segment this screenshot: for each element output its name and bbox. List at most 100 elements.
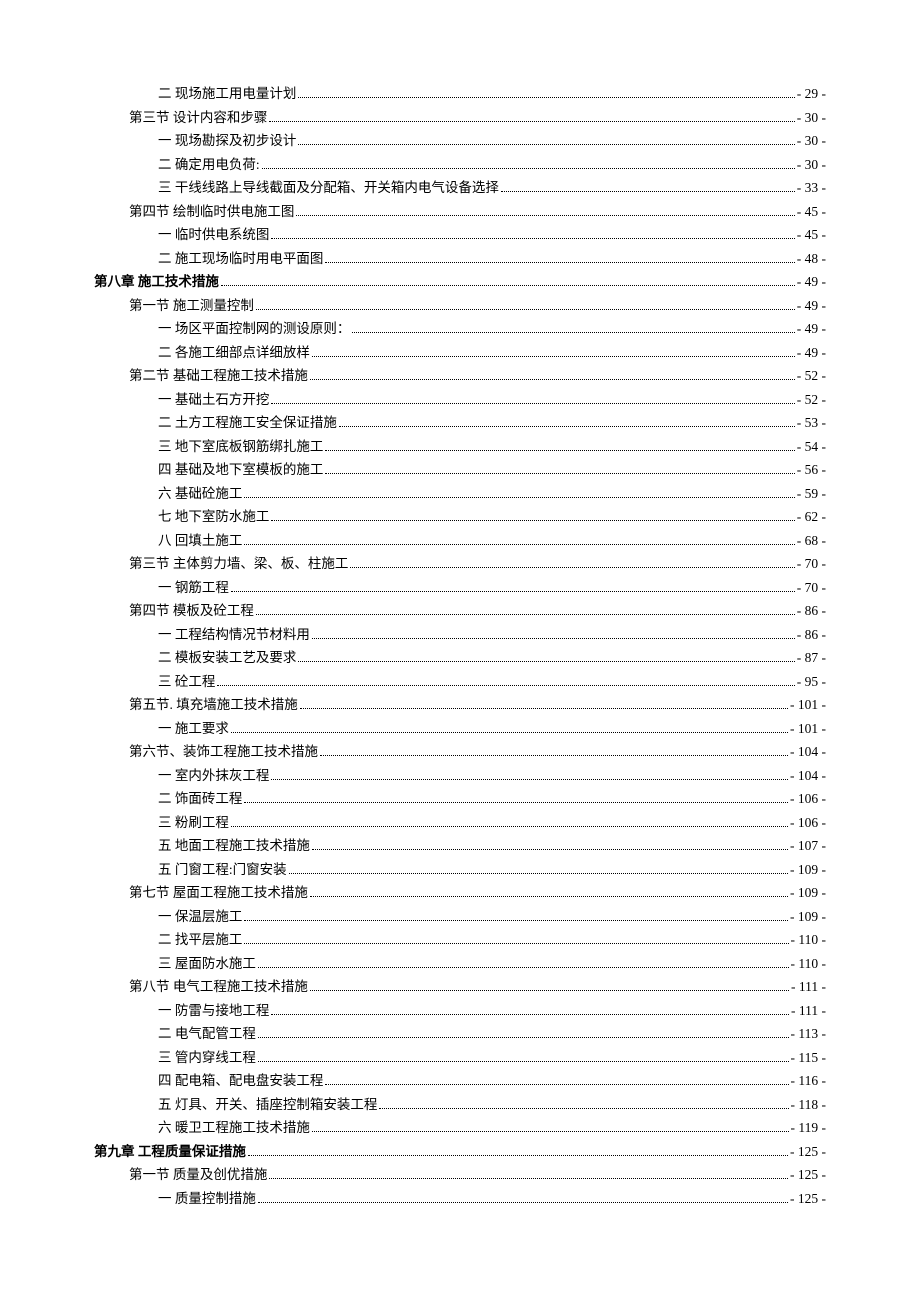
- toc-entry-label: 第一节 质量及创优措施: [129, 1163, 267, 1187]
- toc-leader-dots: [256, 614, 795, 615]
- toc-leader-dots: [379, 1108, 788, 1109]
- toc-entry: 一 钢筋工程- 70 -: [94, 576, 826, 600]
- toc-entry-page: - 49 -: [797, 294, 826, 318]
- toc-leader-dots: [325, 473, 794, 474]
- toc-entry-label: 三 干线线路上导线截面及分配箱、开关箱内电气设备选择: [158, 176, 499, 200]
- toc-entry-page: - 70 -: [797, 552, 826, 576]
- toc-entry-label: 三 管内穿线工程: [158, 1046, 256, 1070]
- toc-entry-page: - 54 -: [797, 435, 826, 459]
- toc-entry-page: - 109 -: [790, 858, 826, 882]
- toc-leader-dots: [310, 896, 788, 897]
- toc-entry-page: - 33 -: [797, 176, 826, 200]
- toc-leader-dots: [298, 97, 794, 98]
- toc-leader-dots: [325, 262, 794, 263]
- toc-entry-label: 第六节、装饰工程施工技术措施: [129, 740, 318, 764]
- toc-entry: 第三节 设计内容和步骤- 30 -: [94, 106, 826, 130]
- toc-entry-page: - 111 -: [791, 975, 826, 999]
- toc-entry-label: 一 防雷与接地工程: [158, 999, 269, 1023]
- toc-entry-label: 第四节 绘制临时供电施工图: [129, 200, 294, 224]
- toc-entry-page: - 70 -: [797, 576, 826, 600]
- toc-leader-dots: [258, 1037, 789, 1038]
- toc-entry: 第八节 电气工程施工技术措施- 111 -: [94, 975, 826, 999]
- toc-entry-page: - 109 -: [790, 905, 826, 929]
- toc-entry-label: 第四节 模板及砼工程: [129, 599, 254, 623]
- toc-entry-label: 一 场区平面控制网的测设原则：: [158, 317, 350, 341]
- toc-entry: 第六节、装饰工程施工技术措施- 104 -: [94, 740, 826, 764]
- toc-leader-dots: [244, 943, 788, 944]
- toc-entry: 三 屋面防水施工- 110 -: [94, 952, 826, 976]
- toc-entry-label: 二 各施工细部点详细放样: [158, 341, 310, 365]
- toc-entry: 第一节 施工测量控制 - 49 -: [94, 294, 826, 318]
- toc-entry-page: - 116 -: [791, 1069, 827, 1093]
- toc-entry: 一 质量控制措施- 125 -: [94, 1187, 826, 1211]
- toc-entry-label: 一 室内外抹灰工程: [158, 764, 269, 788]
- toc-leader-dots: [248, 1155, 788, 1156]
- toc-entry-label: 二 电气配管工程: [158, 1022, 256, 1046]
- toc-entry-page: - 125 -: [790, 1140, 826, 1164]
- toc-entry-page: - 30 -: [797, 129, 826, 153]
- toc-entry-page: - 107 -: [790, 834, 826, 858]
- toc-entry-label: 四 配电箱、配电盘安装工程: [158, 1069, 323, 1093]
- toc-leader-dots: [312, 1131, 789, 1132]
- toc-entry-label: 六 暖卫工程施工技术措施: [158, 1116, 310, 1140]
- toc-entry: 一 临时供电系统图 - 45 -: [94, 223, 826, 247]
- toc-entry: 三 管内穿线工程- 115 -: [94, 1046, 826, 1070]
- toc-leader-dots: [262, 168, 795, 169]
- toc-entry: 一 保温层施工- 109 -: [94, 905, 826, 929]
- toc-entry-label: 第三节 主体剪力墙、梁、板、柱施工: [129, 552, 348, 576]
- toc-entry-page: - 62 -: [797, 505, 826, 529]
- toc-entry-label: 一 工程结构情况节材料用: [158, 623, 310, 647]
- toc-entry-label: 二 饰面砖工程: [158, 787, 242, 811]
- toc-entry-label: 一 临时供电系统图: [158, 223, 269, 247]
- toc-entry-label: 第一节 施工测量控制: [129, 294, 254, 318]
- toc-entry-page: - 30 -: [797, 153, 826, 177]
- toc-leader-dots: [325, 450, 794, 451]
- toc-entry-label: 二 找平层施工: [158, 928, 242, 952]
- toc-entry-label: 二 确定用电负荷:: [158, 153, 260, 177]
- toc-leader-dots: [231, 826, 788, 827]
- toc-entry: 第四节 绘制临时供电施工图- 45 -: [94, 200, 826, 224]
- toc-leader-dots: [221, 285, 795, 286]
- toc-entry-label: 二 土方工程施工安全保证措施: [158, 411, 337, 435]
- toc-entry: 第一节 质量及创优措施 - 125 -: [94, 1163, 826, 1187]
- toc-entry: 二 确定用电负荷: - 30 -: [94, 153, 826, 177]
- toc-entry-page: - 49 -: [797, 270, 826, 294]
- toc-entry-page: - 111 -: [791, 999, 826, 1023]
- toc-leader-dots: [300, 708, 788, 709]
- toc-leader-dots: [310, 379, 795, 380]
- toc-leader-dots: [339, 426, 795, 427]
- toc-entry-label: 第八章 施工技术措施: [94, 270, 219, 294]
- toc-entry: 一 场区平面控制网的测设原则： - 49 -: [94, 317, 826, 341]
- toc-entry-page: - 29 -: [797, 82, 826, 106]
- toc-leader-dots: [325, 1084, 788, 1085]
- toc-entry: 一 基础土石方开挖- 52 -: [94, 388, 826, 412]
- toc-entry-label: 第二节 基础工程施工技术措施: [129, 364, 308, 388]
- toc-entry-page: - 113 -: [791, 1022, 827, 1046]
- toc-leader-dots: [258, 1202, 788, 1203]
- toc-entry-label: 八 回填土施工: [158, 529, 242, 553]
- toc-entry: 八 回填土施工- 68 -: [94, 529, 826, 553]
- toc-leader-dots: [298, 661, 794, 662]
- toc-entry: 四 配电箱、配电盘安装工程 - 116 -: [94, 1069, 826, 1093]
- toc-leader-dots: [244, 802, 788, 803]
- toc-entry-label: 七 地下室防水施工: [158, 505, 269, 529]
- toc-leader-dots: [298, 144, 794, 145]
- toc-leader-dots: [271, 238, 794, 239]
- toc-entry: 七 地下室防水施工 - 62 -: [94, 505, 826, 529]
- toc-entry-page: - 49 -: [797, 317, 826, 341]
- toc-leader-dots: [271, 779, 788, 780]
- toc-entry-label: 一 基础土石方开挖: [158, 388, 269, 412]
- toc-leader-dots: [244, 497, 794, 498]
- toc-entry: 一 工程结构情况节材料用- 86 -: [94, 623, 826, 647]
- toc-entry-page: - 125 -: [790, 1187, 826, 1211]
- toc-entry: 三 干线线路上导线截面及分配箱、开关箱内电气设备选择 - 33 -: [94, 176, 826, 200]
- toc-leader-dots: [244, 544, 794, 545]
- toc-leader-dots: [310, 990, 789, 991]
- toc-entry: 二 各施工细部点详细放样- 49 -: [94, 341, 826, 365]
- toc-leader-dots: [312, 638, 795, 639]
- toc-entry-page: - 125 -: [790, 1163, 826, 1187]
- toc-entry-page: - 45 -: [797, 223, 826, 247]
- toc-entry: 四 基础及地下室模板的施工- 56 -: [94, 458, 826, 482]
- toc-entry-page: - 104 -: [790, 764, 826, 788]
- toc-entry-page: - 59 -: [797, 482, 826, 506]
